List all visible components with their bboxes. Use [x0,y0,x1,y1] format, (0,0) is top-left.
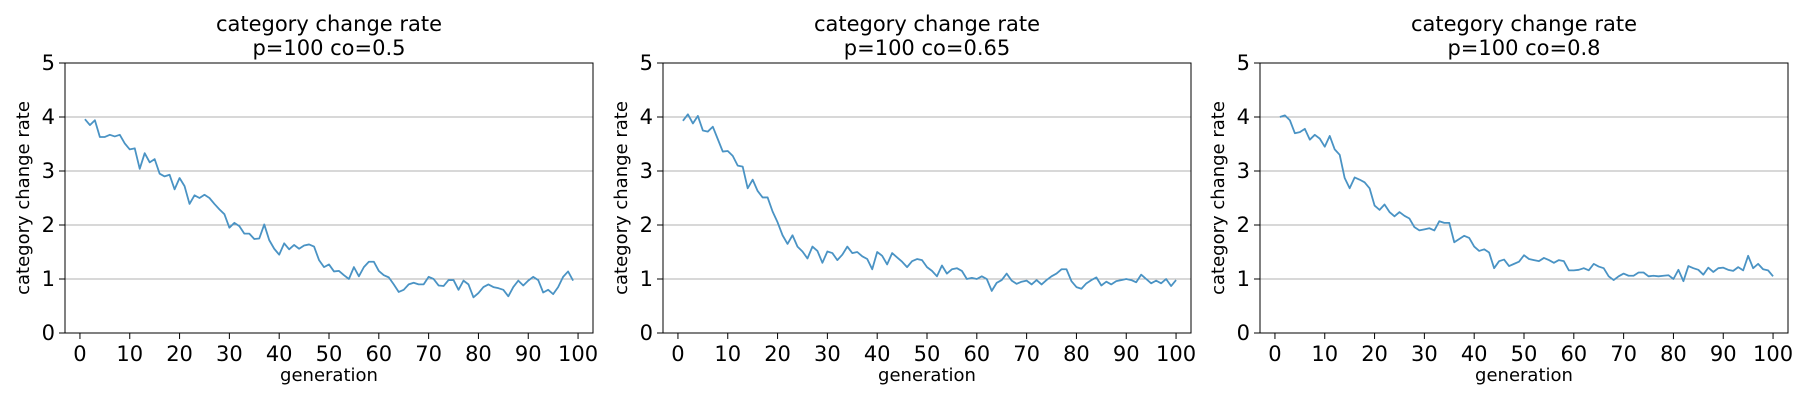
y-tick-label: 2 [640,213,653,237]
x-tick-label: 90 [1710,342,1737,366]
x-tick-label: 20 [1361,342,1388,366]
x-tick-label: 50 [914,342,941,366]
x-tick-label: 100 [558,342,598,366]
x-tick-label: 70 [1610,342,1637,366]
x-tick-label: 0 [671,342,684,366]
y-tick-label: 2 [1237,213,1250,237]
x-tick-label: 50 [1511,342,1538,366]
x-tick-label: 100 [1753,342,1793,366]
series-line [1279,114,1774,283]
x-tick-label: 40 [266,342,293,366]
chart-title: category change rate [814,12,1040,36]
x-tick-label: 100 [1156,342,1196,366]
x-tick-label: 60 [1560,342,1587,366]
x-tick-label: 0 [1268,342,1281,366]
y-axis-label: category change rate [1208,101,1229,295]
x-tick-label: 40 [864,342,891,366]
x-axis-label: generation [280,365,378,386]
chart-title: category change rate [1411,12,1637,36]
chart-subtitle: p=100 co=0.5 [252,36,405,60]
x-tick-label: 60 [963,342,990,366]
y-tick-label: 5 [42,51,55,75]
x-tick-label: 10 [714,342,741,366]
y-tick-label: 1 [640,267,653,291]
x-tick-label: 0 [73,342,86,366]
series-line [84,118,574,299]
y-tick-label: 3 [42,159,55,183]
y-tick-label: 5 [1237,51,1250,75]
x-tick-label: 50 [316,342,343,366]
y-tick-label: 0 [640,321,653,345]
x-tick-label: 80 [1063,342,1090,366]
x-tick-label: 70 [415,342,442,366]
y-axis-label: category change rate [611,101,632,295]
x-axis-label: generation [878,365,976,386]
x-tick-label: 20 [764,342,791,366]
y-tick-label: 4 [1237,105,1250,129]
y-tick-label: 2 [42,213,55,237]
y-tick-label: 5 [640,51,653,75]
y-tick-label: 4 [640,105,653,129]
plot-frame [662,62,1192,334]
plot-frame [64,62,594,334]
y-tick-label: 3 [1237,159,1250,183]
x-tick-label: 90 [515,342,542,366]
x-tick-label: 80 [465,342,492,366]
plot-frame [1259,62,1789,334]
x-tick-label: 20 [166,342,193,366]
chart-subtitle: p=100 co=0.65 [844,36,1010,60]
x-tick-label: 10 [116,342,143,366]
chart-title: category change rate [216,12,442,36]
x-tick-label: 70 [1013,342,1040,366]
y-tick-label: 0 [42,321,55,345]
x-tick-label: 30 [814,342,841,366]
x-tick-label: 40 [1461,342,1488,366]
x-tick-label: 10 [1311,342,1338,366]
y-tick-label: 1 [1237,267,1250,291]
y-tick-label: 4 [42,105,55,129]
x-tick-label: 80 [1660,342,1687,366]
y-tick-label: 0 [1237,321,1250,345]
x-tick-label: 90 [1113,342,1140,366]
chart-subtitle: p=100 co=0.8 [1447,36,1600,60]
y-tick-label: 1 [42,267,55,291]
y-tick-label: 3 [640,159,653,183]
series-line [682,113,1177,292]
x-tick-label: 30 [216,342,243,366]
x-tick-label: 30 [1411,342,1438,366]
y-axis-label: category change rate [13,101,34,295]
x-axis-label: generation [1475,365,1573,386]
x-tick-label: 60 [365,342,392,366]
